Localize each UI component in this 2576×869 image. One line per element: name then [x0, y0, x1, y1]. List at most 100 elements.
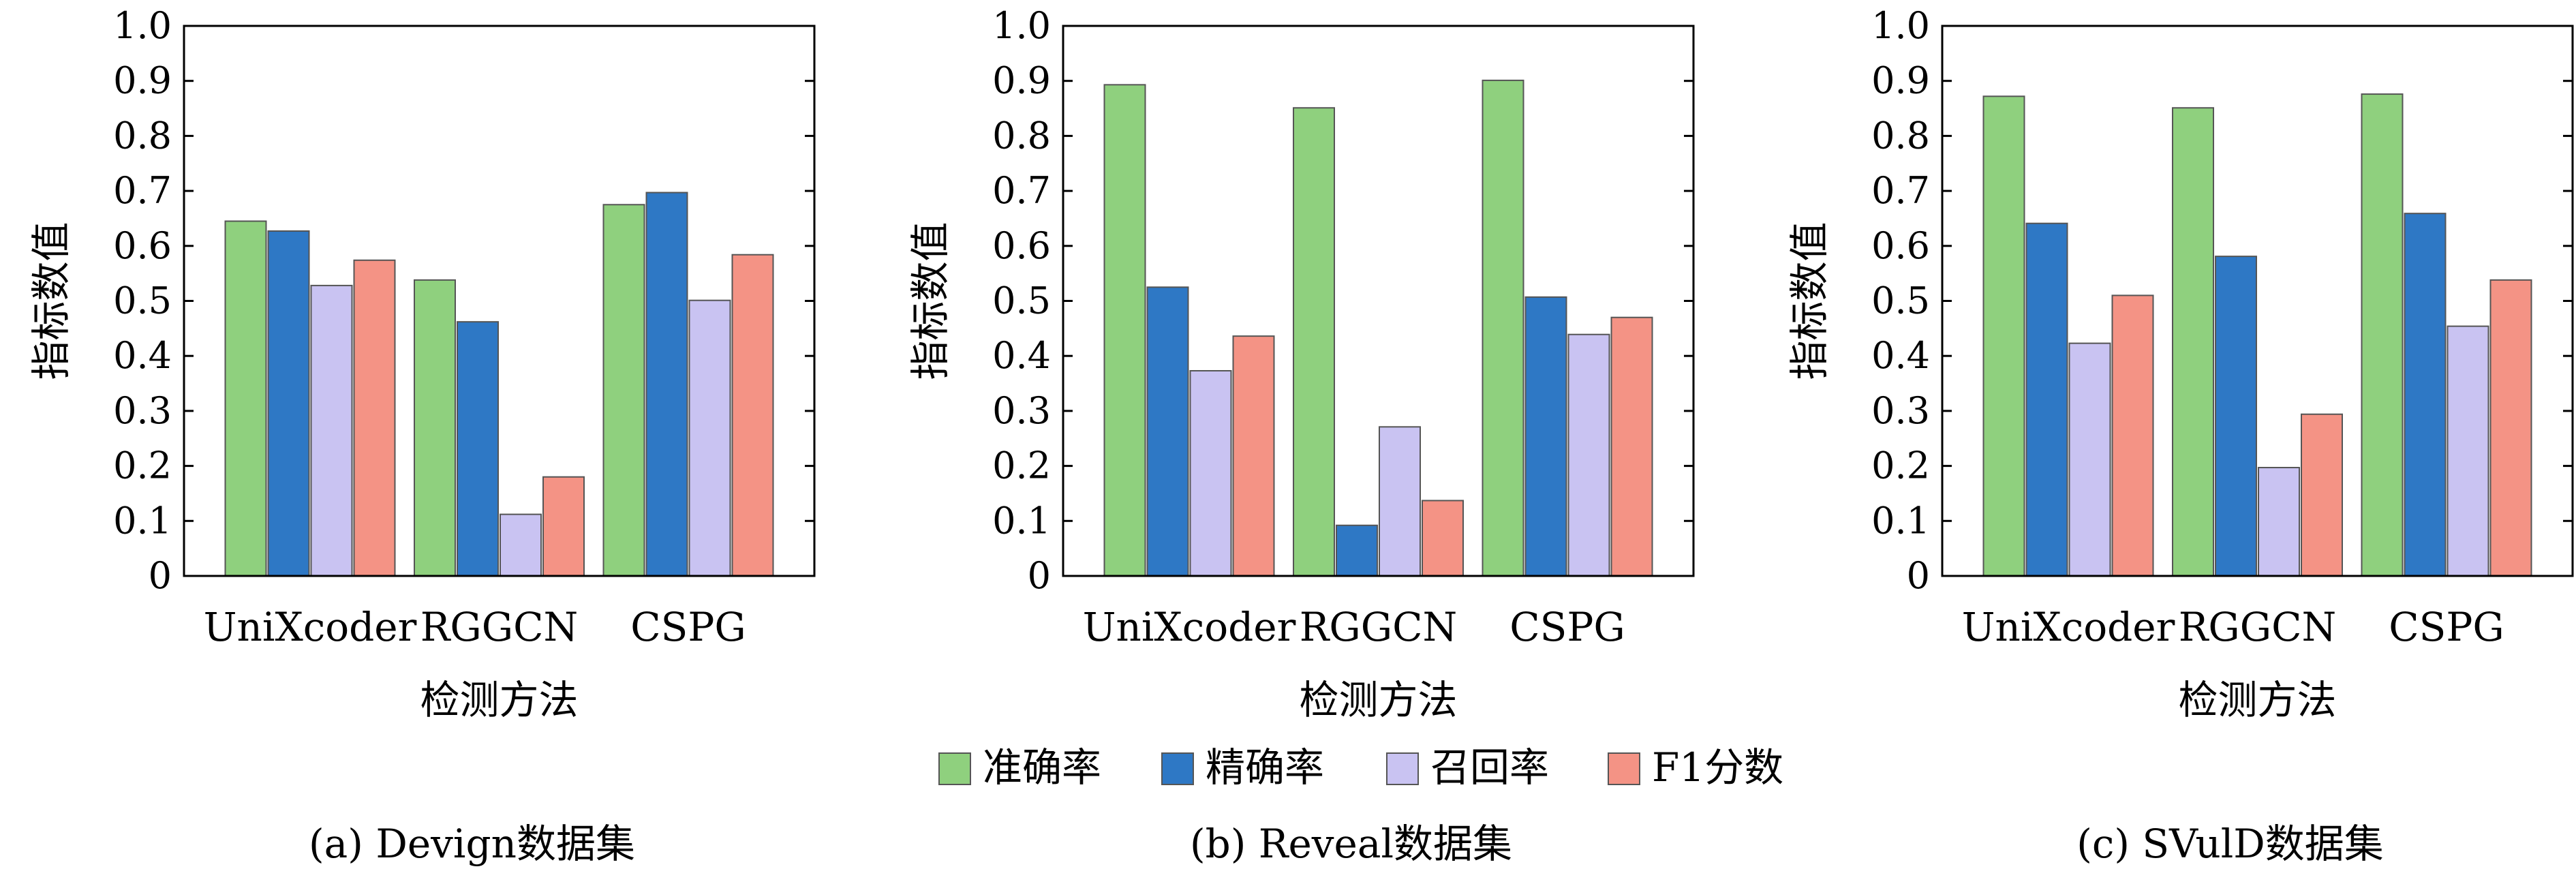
legend-label: 精确率 [1206, 744, 1324, 791]
y-tick-label: 0.7 [1871, 169, 1930, 212]
y-tick-label: 0 [149, 554, 172, 597]
subfigure-caption: (a) Devign数据集 [309, 821, 635, 867]
bar-2-3-2 [2489, 279, 2532, 577]
x-tick-label: CSPG [630, 604, 746, 650]
bar-2-0-0 [1982, 95, 2025, 577]
bar-1-3-2 [1610, 316, 1653, 577]
y-tick-label: 0.3 [113, 389, 172, 432]
y-tick-label: 0.8 [1871, 114, 1930, 157]
y-tick-label: 0.1 [113, 499, 172, 542]
x-tick-label: RGGCN [2179, 604, 2336, 650]
bar-1-3-1 [1422, 500, 1464, 577]
bar-2-1-1 [2215, 256, 2257, 577]
subfigure-caption: (b) Reveal数据集 [1190, 821, 1512, 867]
bar-1-1-0 [1146, 286, 1189, 577]
bar-1-2-0 [1189, 369, 1232, 577]
x-tick-label: RGGCN [1300, 604, 1457, 650]
legend-swatch [1608, 752, 1640, 785]
y-tick-label: 0.9 [1871, 59, 1930, 102]
bar-0-2-1 [500, 513, 542, 577]
y-tick-label: 0.3 [992, 389, 1051, 432]
bar-2-3-1 [2301, 413, 2343, 577]
bar-2-2-1 [2258, 467, 2300, 577]
chart-panel-2: 0 0.1 0.2 0.3 0.4 0.5 0.6 0.7 0.8 0.9 1.0 UniXcoder… [1786, 4, 2574, 867]
y-axis-label: 指标数值 [907, 222, 953, 380]
y-tick-label: 0.3 [1871, 389, 1930, 432]
x-tick-label: UniXcoder [204, 604, 417, 650]
bar-0-2-2 [688, 299, 731, 577]
y-tick-label: 0 [1028, 554, 1051, 597]
legend: 准确率 精确率 召回率 F1分数 [938, 744, 1783, 791]
legend-swatch [1161, 752, 1194, 785]
bar-2-2-2 [2447, 325, 2489, 577]
bar-1-0-2 [1482, 79, 1524, 577]
x-axis-label: 检测方法 [420, 677, 578, 723]
x-axis-label: 检测方法 [1299, 677, 1457, 723]
bar-2-0-1 [2172, 107, 2214, 577]
y-tick-label: 1.0 [113, 4, 172, 47]
y-tick-label: 0.4 [113, 334, 172, 377]
y-tick-label: 0.1 [1871, 499, 1930, 542]
y-tick-label: 0.5 [992, 279, 1051, 322]
y-tick-label: 0.6 [992, 224, 1051, 267]
y-tick-label: 0.7 [113, 169, 172, 212]
x-tick-label: UniXcoder [1962, 604, 2175, 650]
bar-0-1-1 [457, 321, 499, 577]
bar-2-1-2 [2404, 213, 2447, 577]
y-tick-label: 1.0 [1871, 4, 1930, 47]
legend-label: 准确率 [983, 744, 1101, 791]
bar-0-3-0 [353, 259, 396, 577]
y-tick-label: 0 [1907, 554, 1930, 597]
y-axis-label: 指标数值 [28, 222, 74, 380]
legend-label: F1分数 [1652, 744, 1783, 791]
y-tick-label: 0.8 [992, 114, 1051, 157]
x-axis-label: 检测方法 [2178, 677, 2336, 723]
x-tick-label: CSPG [1509, 604, 1625, 650]
x-tick-label: CSPG [2389, 604, 2504, 650]
y-tick-label: 0.7 [992, 169, 1051, 212]
y-tick-label: 0.8 [113, 114, 172, 157]
bar-0-3-2 [731, 254, 774, 577]
y-tick-label: 0.5 [113, 279, 172, 322]
bar-2-0-2 [2361, 93, 2404, 577]
bar-2-1-0 [2025, 222, 2068, 577]
chart-panel-0: 0 0.1 0.2 0.3 0.4 0.5 0.6 0.7 0.8 0.9 1.0 UniXcoder… [28, 4, 816, 867]
bar-1-2-2 [1567, 333, 1610, 577]
x-tick-label: RGGCN [420, 604, 578, 650]
y-tick-label: 0.5 [1871, 279, 1930, 322]
bar-1-0-1 [1293, 107, 1335, 577]
y-tick-label: 0.4 [1871, 334, 1930, 377]
subfigure-caption: (c) SVulD数据集 [2076, 821, 2384, 867]
y-tick-label: 0.1 [992, 499, 1051, 542]
y-tick-label: 0.9 [113, 59, 172, 102]
y-tick-label: 0.6 [113, 224, 172, 267]
y-tick-label: 0.2 [1871, 444, 1930, 487]
bar-0-3-1 [542, 476, 585, 577]
y-tick-label: 0.4 [992, 334, 1051, 377]
bar-0-1-0 [267, 230, 310, 577]
bar-1-1-2 [1524, 296, 1567, 577]
bar-1-1-1 [1336, 524, 1378, 577]
bar-0-0-2 [602, 204, 645, 577]
y-tick-label: 0.2 [992, 444, 1051, 487]
bar-0-1-2 [645, 192, 688, 577]
y-axis-label: 指标数值 [1786, 222, 1833, 380]
bar-2-3-0 [2111, 294, 2154, 577]
legend-label: 召回率 [1430, 744, 1549, 791]
legend-swatch [938, 752, 971, 785]
y-tick-label: 0.2 [113, 444, 172, 487]
bar-0-0-0 [224, 220, 267, 577]
legend-swatch [1386, 752, 1419, 785]
bar-1-0-0 [1103, 84, 1146, 577]
chart-panel-1: 0 0.1 0.2 0.3 0.4 0.5 0.6 0.7 0.8 0.9 1.0 UniXcoder… [907, 4, 1695, 867]
bar-1-2-1 [1379, 426, 1421, 577]
y-tick-label: 0.9 [992, 59, 1051, 102]
bar-2-2-0 [2068, 342, 2111, 577]
bar-0-0-1 [414, 279, 456, 577]
y-tick-label: 0.6 [1871, 224, 1930, 267]
bar-1-3-0 [1232, 335, 1275, 577]
x-tick-label: UniXcoder [1083, 604, 1296, 650]
y-tick-label: 1.0 [992, 4, 1051, 47]
bar-0-2-0 [310, 284, 353, 577]
